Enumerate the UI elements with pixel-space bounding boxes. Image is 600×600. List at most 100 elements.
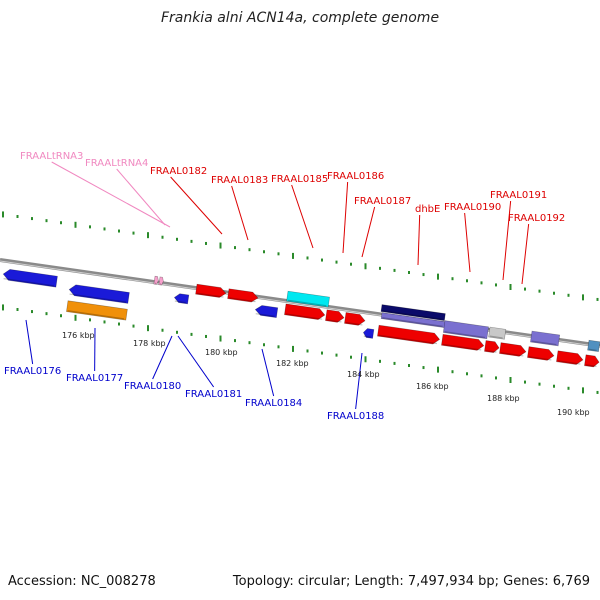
scale-label: 188 kbp	[487, 394, 520, 403]
gene-shadow	[444, 331, 486, 339]
gene-feature	[195, 283, 227, 298]
gene-label: FRAALtRNA4	[85, 158, 148, 169]
gene-arrow	[441, 334, 485, 351]
scale-label: 176 kbp	[62, 331, 95, 340]
gene-shadow	[382, 317, 443, 327]
callout-line	[51, 161, 171, 228]
gene-shadow	[345, 321, 363, 326]
gene-label: FRAAL0186	[327, 171, 384, 182]
gene-arrow	[286, 290, 330, 308]
map-title: Frankia alni ACN14a, complete genome	[160, 10, 440, 26]
gene-feature	[499, 342, 527, 357]
callout-line	[417, 214, 421, 266]
gene-label: FRAAL0182	[150, 166, 207, 177]
gene-feature	[527, 346, 555, 361]
gene-label: FRAAL0191	[490, 190, 547, 201]
gene-label: FRAAL0192	[508, 213, 565, 224]
gene-feature	[68, 284, 130, 304]
gene-shadow	[531, 340, 557, 346]
gene-shadow	[228, 297, 256, 303]
scale-labels: 176 kbp 178 kbp 180 kbp 182 kbp 184 kbp 186 k…	[62, 331, 590, 417]
gene-label: FRAAL0188	[327, 411, 384, 422]
callout-line	[521, 223, 530, 285]
gene-shadow	[174, 300, 186, 304]
gene-shadow	[196, 292, 224, 298]
gene-arrow	[530, 330, 561, 347]
gene-shadow	[382, 310, 443, 320]
gene-arrow	[344, 312, 366, 326]
gene-arrow	[153, 275, 159, 285]
callout-line	[25, 319, 34, 365]
gene-feature	[344, 312, 366, 326]
gene-shadow	[489, 335, 503, 339]
callout-line	[152, 335, 173, 380]
callout-lines	[25, 161, 530, 410]
gene-label: FRAALtRNA3	[20, 151, 83, 162]
gene-feature	[556, 350, 584, 365]
gene-arrow	[227, 288, 259, 303]
gene-label: FRAAL0190	[444, 202, 501, 213]
gene-arrow	[377, 324, 441, 345]
gene-label: FRAAL0184	[245, 398, 302, 409]
gene-feature	[153, 275, 159, 285]
gene-shadow	[3, 278, 55, 287]
gene-features	[2, 269, 600, 368]
gene-feature	[362, 328, 375, 339]
gene-arrow	[158, 276, 164, 286]
scale-label: 180 kbp	[205, 348, 238, 357]
gene-feature	[284, 303, 326, 320]
gene-feature	[325, 309, 345, 323]
callout-line	[355, 352, 363, 410]
scale-label: 190 kbp	[557, 408, 590, 417]
accession-text: Accession: NC_008278	[8, 574, 156, 589]
gene-label: FRAAL0177	[66, 373, 123, 384]
gene-label: FRAAL0187	[354, 196, 411, 207]
gene-arrow	[362, 328, 375, 339]
gene-shadow	[557, 360, 581, 365]
gene-shadow	[378, 334, 438, 345]
scale-label: 178 kbp	[133, 339, 166, 348]
gene-arrow	[254, 305, 279, 318]
gene-feature	[441, 334, 485, 351]
gene-label: FRAAL0185	[271, 174, 328, 185]
gene-label: dhbE	[415, 204, 440, 215]
callout-line	[342, 181, 349, 254]
gene-feature	[484, 340, 500, 353]
gene-arrow	[173, 293, 190, 305]
callout-line	[464, 212, 471, 273]
gene-arrow	[325, 309, 345, 323]
gene-arrow	[68, 284, 130, 304]
gene-feature	[66, 300, 128, 321]
gene-shadow	[255, 313, 275, 317]
gene-arrow	[499, 342, 527, 357]
gene-label: FRAAL0181	[185, 389, 242, 400]
gene-arrow	[484, 340, 500, 353]
gene-feature	[173, 293, 190, 305]
scale-label: 186 kbp	[416, 382, 449, 391]
gene-label: FRAAL0183	[211, 175, 268, 186]
tick-row-top	[2, 211, 599, 301]
gene-feature	[2, 269, 58, 288]
callout-line	[177, 335, 215, 388]
gene-feature	[442, 320, 489, 340]
gene-shadow	[485, 349, 497, 353]
gene-label: FRAAL0176	[4, 366, 61, 377]
genome-stats-text: Topology: circular; Length: 7,497,934 bp…	[232, 574, 590, 589]
gene-shadow	[287, 299, 327, 307]
callout-line	[361, 206, 376, 258]
callout-line	[261, 348, 275, 397]
gene-shadow	[69, 293, 127, 303]
gene-shadow	[500, 352, 524, 357]
gene-arrow	[584, 354, 600, 368]
gene-shadow	[588, 348, 597, 352]
gene-arrow	[442, 320, 489, 340]
callout-line	[116, 168, 166, 226]
gene-arrow	[488, 326, 507, 340]
gene-labels-bottom: FRAAL0176FRAAL0177FRAAL0180FRAAL0181FRAA…	[4, 366, 384, 422]
gene-shadow	[442, 343, 482, 351]
callout-line	[170, 176, 223, 235]
gene-shadow	[326, 319, 342, 323]
gene-feature	[286, 290, 330, 308]
gene-arrow	[527, 346, 555, 361]
gene-shadow	[285, 313, 323, 320]
